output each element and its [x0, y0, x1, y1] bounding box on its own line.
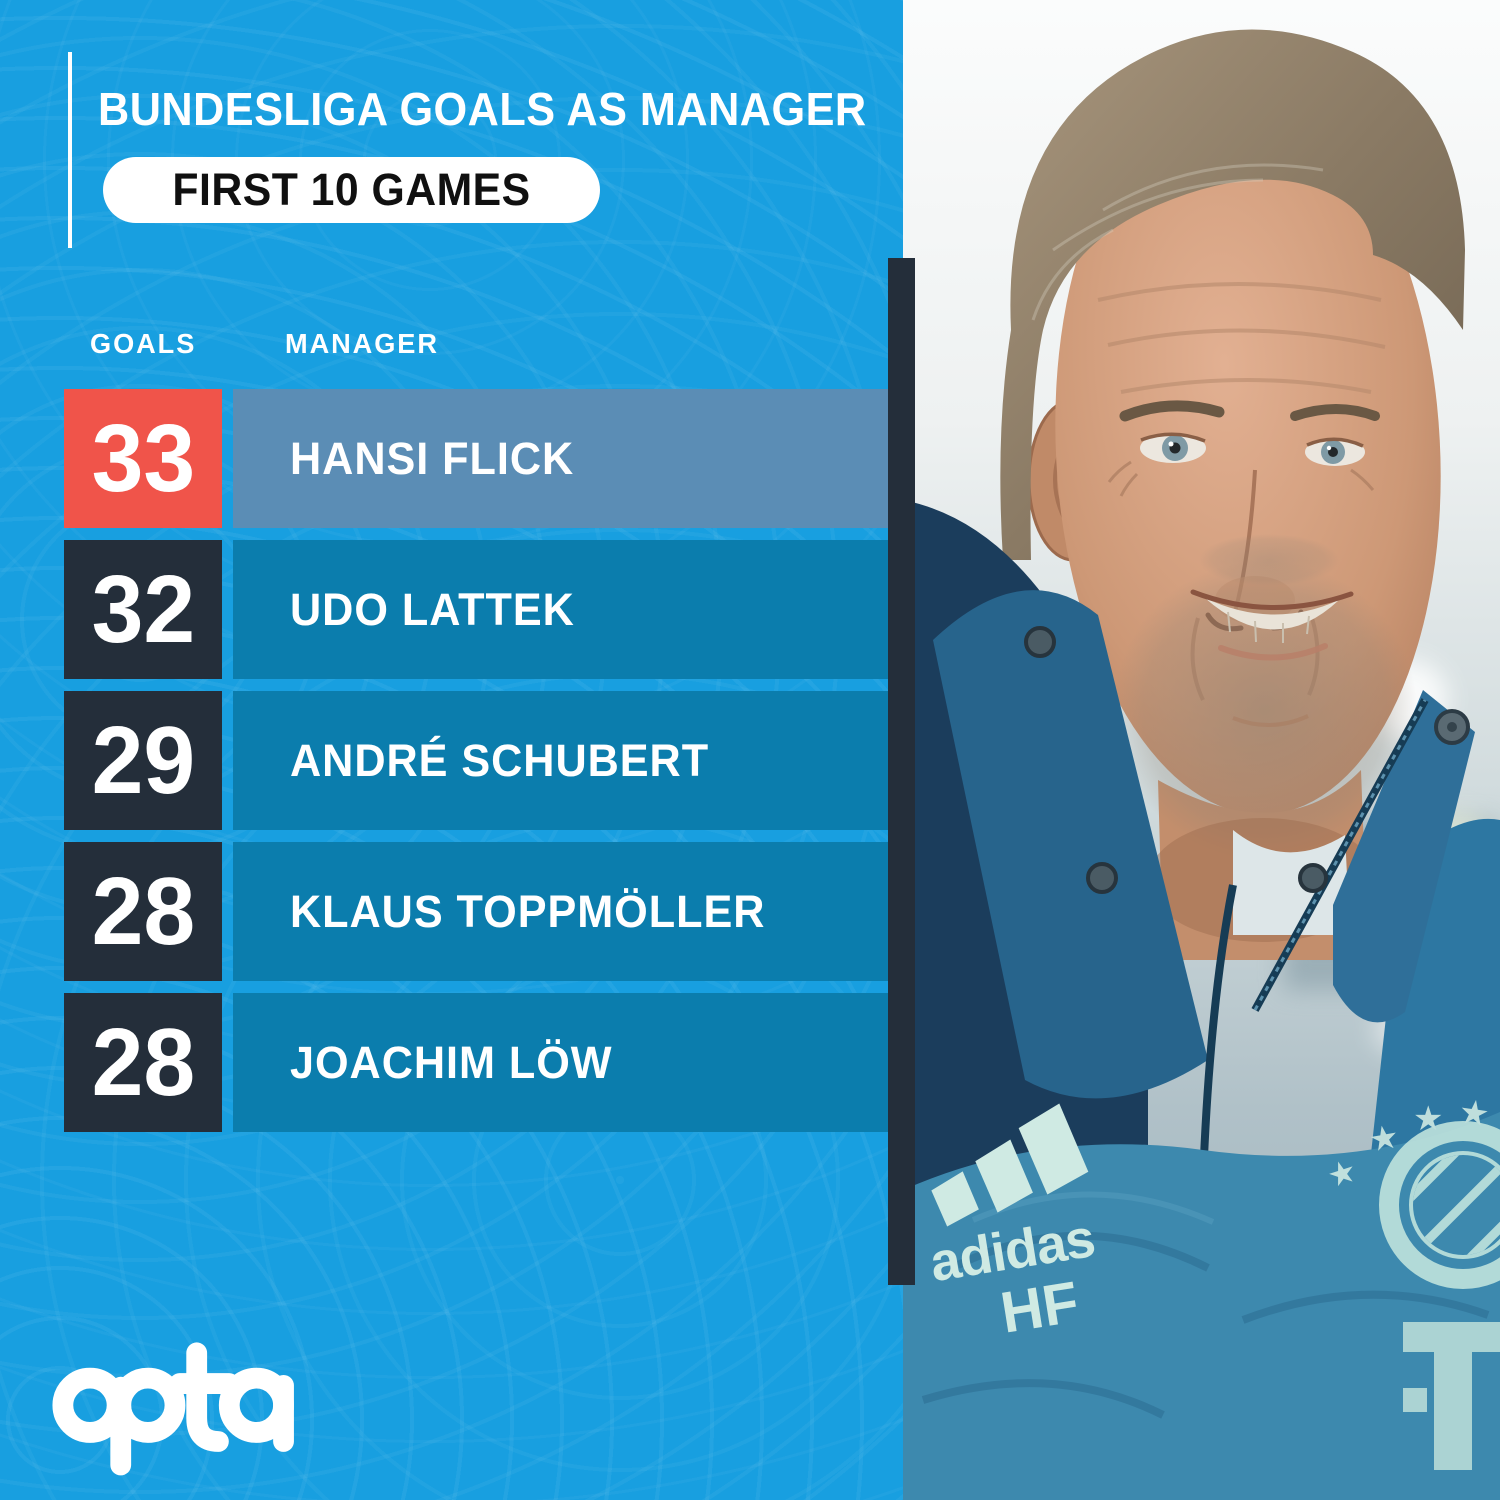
manager-cell: HANSI FLICK: [233, 389, 890, 528]
column-header-manager: MANAGER: [285, 328, 439, 359]
snap-button: [1024, 626, 1056, 658]
hair: [1000, 29, 1465, 560]
opta-letter-t: [186, 1342, 229, 1452]
adidas-stripe: [975, 1139, 1033, 1213]
mouth: [1190, 589, 1354, 661]
table-row: 28 JOACHIM LÖW: [64, 993, 890, 1132]
teeth: [1227, 611, 1310, 643]
snap-button: [1298, 863, 1328, 893]
table-row: 32 UDO LATTEK: [64, 540, 890, 679]
goals-cell: 32: [64, 540, 222, 679]
subtitle-text: FIRST 10 GAMES: [172, 164, 531, 215]
manager-photo-illustration: adidas HF ★ ★ ★ ★: [903, 0, 1500, 1500]
jacket: [903, 500, 1500, 1500]
adidas-stripe: [1018, 1103, 1089, 1195]
opta-logo-glyphs: [52, 1342, 294, 1476]
jacket-branding: adidas HF: [926, 1103, 1098, 1346]
manager-cell: ANDRÉ SCHUBERT: [233, 691, 890, 830]
subtitle-pill: FIRST 10 GAMES: [103, 157, 600, 223]
forehead-wrinkles: [1097, 282, 1386, 394]
title-accent-line: [68, 52, 72, 248]
crows-feet: [1107, 460, 1375, 497]
column-header-goals: GOALS: [90, 328, 197, 359]
jacket-left-collar: [933, 590, 1208, 1099]
manager-cell: JOACHIM LÖW: [233, 993, 890, 1132]
jacket-right-collar: [1333, 690, 1475, 1023]
snap-button: [1086, 862, 1118, 894]
svg-text:★: ★: [1456, 1092, 1492, 1136]
grey-hair-streaks: [1031, 163, 1324, 321]
manager-photo: adidas HF ★ ★ ★ ★: [903, 0, 1500, 1500]
goals-cell: 29: [64, 691, 222, 830]
lower-lip: [1218, 643, 1328, 661]
table-row: 29 ANDRÉ SCHUBERT: [64, 691, 890, 830]
page-title: BUNDESLIGA GOALS AS MANAGER: [98, 83, 867, 135]
left-eyebrow: [1119, 400, 1225, 422]
adidas-stripe: [931, 1171, 979, 1227]
shirt-collar: [1233, 830, 1350, 935]
left-eye: [1140, 432, 1206, 463]
crest-stars: ★ ★ ★ ★: [1322, 1092, 1492, 1196]
club-crest: ★ ★ ★ ★: [1322, 1092, 1500, 1470]
right-eye: [1305, 437, 1365, 466]
goals-cell: 33: [64, 389, 222, 528]
table-row: 28 KLAUS TOPPMÖLLER: [64, 842, 890, 981]
stubble: [1113, 560, 1417, 860]
opta-logo: [52, 1340, 298, 1481]
upper-lip: [1190, 589, 1354, 610]
opta-letter-o: [52, 1367, 128, 1443]
right-eyebrow: [1290, 404, 1380, 421]
manager-cell: UDO LATTEK: [233, 540, 890, 679]
chin-crease: [1232, 714, 1309, 728]
manager-head: [1000, 29, 1465, 960]
svg-text:★: ★: [1413, 1099, 1443, 1139]
table-shadow-strip: [888, 258, 915, 1285]
jacket-initials: HF: [996, 1269, 1083, 1345]
svg-text:★: ★: [1366, 1116, 1402, 1160]
manager-cell: KLAUS TOPPMÖLLER: [233, 842, 890, 981]
telekom-logo: [1403, 1322, 1500, 1470]
goals-cell: 28: [64, 993, 222, 1132]
goals-cell: 28: [64, 842, 222, 981]
jacket-folds: [921, 1231, 1490, 1419]
table-row: 33 HANSI FLICK: [64, 389, 890, 528]
jacket-chest: [903, 1112, 1500, 1500]
